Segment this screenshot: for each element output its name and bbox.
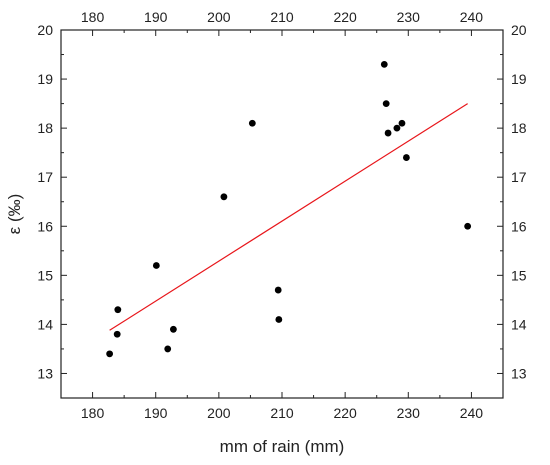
x-top-tick-label: 220 [333,9,357,25]
plot-frame [60,29,504,399]
y-tick-label: 16 [37,218,53,234]
data-point [220,193,228,201]
y-tick-label: 15 [37,267,53,283]
y-axis-right: 13 14 15 16 17 18 19 20 [497,22,527,399]
x-tick-label: 200 [207,405,231,421]
y-right-tick-label: 19 [511,71,527,87]
x-axis-top: 180 190 200 210 220 230 240 [60,9,504,36]
y-right-tick-label: 17 [511,169,527,185]
y-tick-label: 20 [37,22,53,38]
y-right-tick-label: 14 [511,316,527,332]
data-point [402,154,410,161]
data-point [275,316,283,323]
data-point [464,222,472,230]
x-tick-label: 230 [397,405,421,421]
y-right-tick-label: 15 [511,267,527,283]
data-point [164,345,172,353]
x-top-tick-label: 190 [144,9,168,25]
y-tick-label: 19 [37,71,53,87]
plot-border [60,29,504,399]
data-point [393,124,401,132]
x-tick-label: 190 [144,405,168,421]
y-tick-label: 17 [37,169,53,185]
data-point [113,330,121,338]
x-top-tick-label: 180 [81,9,105,25]
data-points [106,60,472,358]
data-point [380,60,388,68]
x-tick-label: 240 [460,405,484,421]
data-point [274,286,282,294]
data-point [382,100,390,107]
x-tick-label: 220 [333,405,357,421]
fit-line [109,103,468,331]
x-top-tick-label: 240 [460,9,484,25]
y-right-tick-label: 20 [511,22,527,38]
data-point [384,129,392,137]
data-point [248,119,256,127]
y-axis-title: ε (‰) [5,194,24,235]
data-point [106,350,114,358]
fit-line-group [109,103,468,331]
x-tick-label: 210 [270,405,294,421]
data-point [152,262,160,269]
x-top-tick-label: 210 [270,9,294,25]
y-axis-left: 13 14 15 16 17 18 19 20 [37,22,67,399]
y-tick-label: 14 [37,316,53,332]
x-top-tick-label: 200 [207,9,231,25]
data-point [169,325,177,333]
x-top-tick-label: 230 [397,9,421,25]
data-point [398,119,406,127]
y-right-tick-label: 13 [511,365,527,381]
y-tick-label: 18 [37,120,53,136]
x-axis-bottom: 180 190 200 210 220 230 240 [60,392,504,421]
y-right-tick-label: 16 [511,218,527,234]
y-right-tick-label: 18 [511,120,527,136]
x-tick-label: 180 [81,405,105,421]
x-axis-title: mm of rain (mm) [220,437,345,456]
data-point [114,306,122,314]
y-tick-label: 13 [37,365,53,381]
